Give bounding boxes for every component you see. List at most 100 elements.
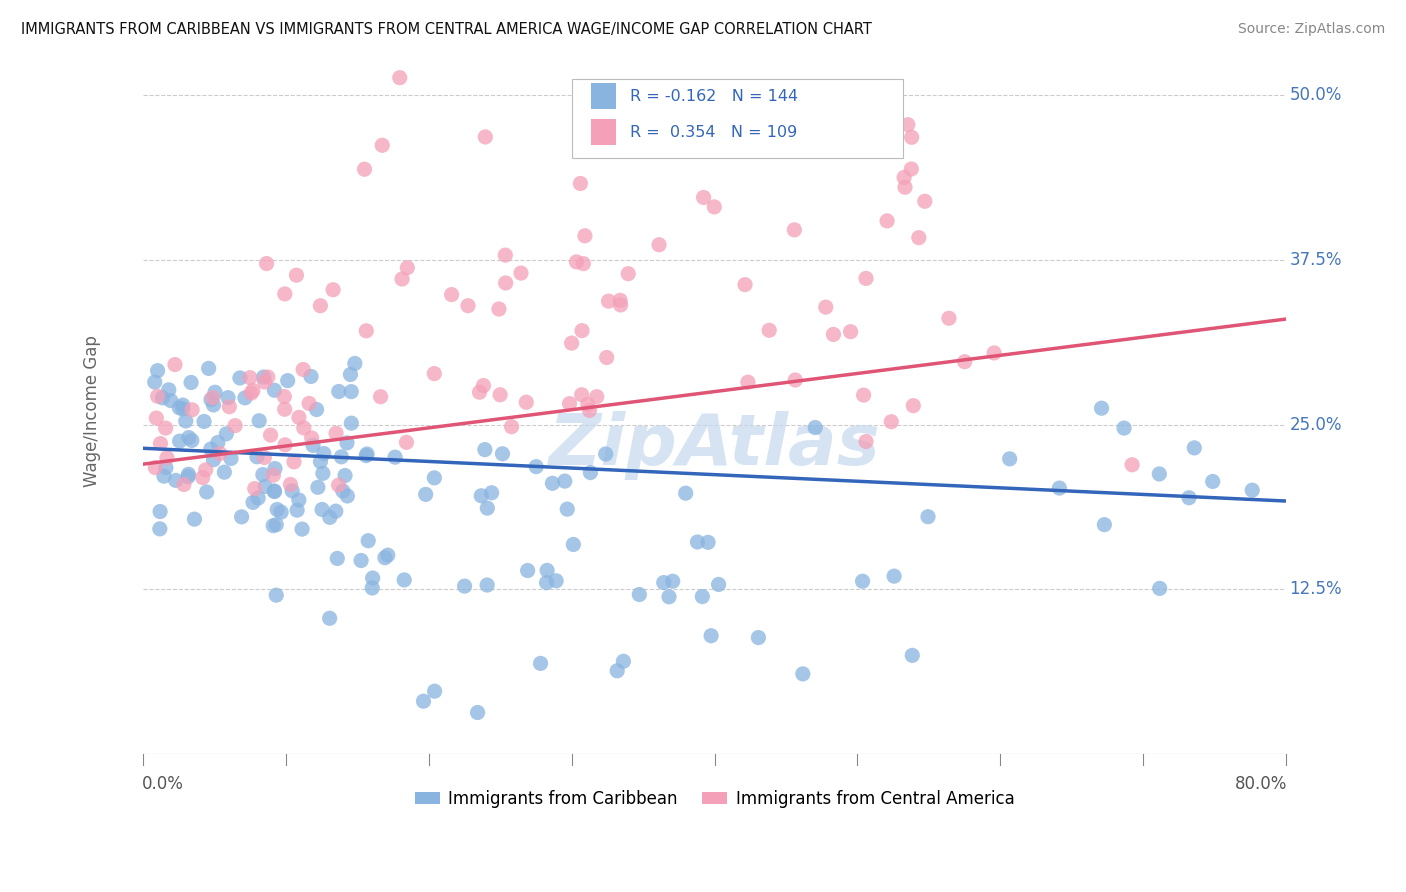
- Point: [340, 416, 363, 430]
- Point: [153, 469, 176, 483]
- Point: [285, 268, 308, 282]
- Point: [264, 588, 287, 602]
- Point: [658, 590, 681, 604]
- Point: [377, 548, 399, 562]
- Point: [263, 483, 285, 498]
- Point: [516, 564, 538, 578]
- Point: [474, 442, 496, 457]
- Point: [309, 299, 332, 313]
- Text: 0.0%: 0.0%: [142, 775, 184, 793]
- Point: [576, 398, 599, 412]
- Point: [571, 388, 593, 402]
- Point: [572, 257, 595, 271]
- Point: [574, 228, 596, 243]
- Text: R = -0.162   N = 144: R = -0.162 N = 144: [630, 89, 799, 103]
- Point: [472, 378, 495, 392]
- Point: [247, 491, 270, 505]
- Point: [253, 450, 276, 465]
- Point: [246, 450, 269, 464]
- Point: [266, 517, 288, 532]
- Point: [262, 518, 284, 533]
- Point: [423, 367, 446, 381]
- Point: [172, 401, 194, 416]
- Point: [325, 504, 347, 518]
- Point: [328, 478, 350, 492]
- Point: [467, 706, 489, 720]
- Point: [263, 484, 285, 499]
- Point: [883, 569, 905, 583]
- Text: ZipAtlas: ZipAtlas: [548, 411, 880, 480]
- Point: [555, 502, 578, 516]
- Point: [177, 469, 200, 483]
- Point: [391, 272, 413, 286]
- Point: [697, 535, 720, 549]
- Point: [149, 522, 172, 536]
- Point: [274, 438, 297, 452]
- Point: [302, 438, 325, 452]
- Point: [914, 194, 936, 209]
- Point: [309, 454, 332, 468]
- Point: [804, 420, 827, 434]
- Point: [692, 190, 714, 204]
- Point: [536, 575, 558, 590]
- Point: [229, 371, 252, 385]
- Point: [468, 385, 491, 400]
- Point: [897, 118, 920, 132]
- Point: [737, 375, 759, 389]
- Point: [648, 237, 671, 252]
- Point: [299, 369, 322, 384]
- Point: [333, 468, 356, 483]
- Point: [510, 266, 533, 280]
- Point: [707, 577, 730, 591]
- Point: [328, 384, 350, 399]
- Point: [894, 180, 917, 194]
- Point: [330, 450, 353, 464]
- Point: [163, 358, 186, 372]
- Point: [565, 255, 588, 269]
- Point: [247, 414, 270, 428]
- Point: [259, 428, 281, 442]
- Point: [361, 571, 384, 585]
- Point: [938, 311, 960, 326]
- Point: [215, 426, 238, 441]
- Point: [194, 463, 217, 477]
- Point: [855, 79, 877, 94]
- Point: [288, 493, 311, 508]
- Point: [149, 504, 172, 518]
- Point: [336, 435, 359, 450]
- Point: [200, 442, 222, 456]
- Point: [554, 474, 576, 488]
- Point: [489, 388, 512, 402]
- Point: [495, 276, 517, 290]
- Point: [143, 375, 166, 389]
- Point: [217, 391, 239, 405]
- Point: [395, 435, 418, 450]
- Point: [1202, 475, 1225, 489]
- Point: [301, 431, 323, 445]
- Point: [700, 629, 723, 643]
- Point: [361, 581, 384, 595]
- Point: [652, 575, 675, 590]
- Point: [292, 362, 315, 376]
- Point: [350, 553, 373, 567]
- Point: [298, 396, 321, 410]
- Point: [200, 392, 222, 407]
- Point: [146, 389, 169, 403]
- Point: [900, 130, 922, 145]
- Point: [558, 397, 581, 411]
- Point: [322, 283, 344, 297]
- Point: [595, 447, 617, 461]
- Point: [254, 479, 277, 493]
- Point: [145, 411, 167, 425]
- Text: IMMIGRANTS FROM CARIBBEAN VS IMMIGRANTS FROM CENTRAL AMERICA WAGE/INCOME GAP COR: IMMIGRANTS FROM CARIBBEAN VS IMMIGRANTS …: [21, 22, 872, 37]
- Point: [292, 421, 315, 435]
- Point: [240, 386, 263, 401]
- Text: Source: ZipAtlas.com: Source: ZipAtlas.com: [1237, 22, 1385, 37]
- Point: [291, 522, 314, 536]
- Point: [453, 579, 475, 593]
- Text: 50.0%: 50.0%: [1289, 86, 1341, 103]
- Point: [561, 336, 583, 351]
- Point: [180, 376, 202, 390]
- Point: [325, 426, 347, 441]
- Point: [457, 299, 479, 313]
